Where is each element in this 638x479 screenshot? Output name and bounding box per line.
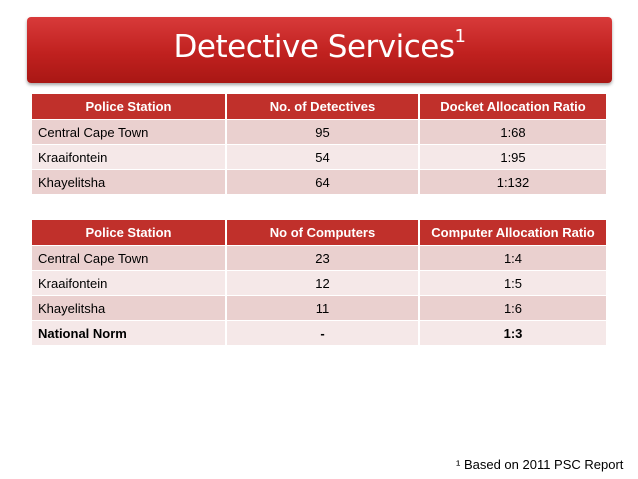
table-row: Kraaifontein 54 1:95 (32, 144, 606, 170)
title-superscript: 1 (454, 25, 466, 47)
station-cell: Khayelitsha (32, 169, 227, 194)
station-cell: Kraaifontein (32, 270, 227, 296)
column-header: Computer Allocation Ratio (419, 220, 606, 246)
page-title: Detective Services1 (27, 25, 612, 65)
ratio-cell: 1:132 (419, 169, 606, 194)
computers-table: Police Station No of Computers Computer … (32, 220, 606, 345)
detectives-cell: 54 (226, 144, 420, 170)
national-norm-row: National Norm - 1:3 (32, 320, 606, 345)
table-row: Central Cape Town 23 1:4 (32, 245, 606, 271)
ratio-cell: 1:3 (419, 320, 606, 345)
column-header: No. of Detectives (226, 94, 420, 120)
table-row: Khayelitsha 11 1:6 (32, 295, 606, 321)
station-cell: Kraaifontein (32, 144, 227, 170)
table-header-row: Police Station No. of Detectives Docket … (32, 94, 606, 120)
footnote: ¹ Based on 2011 PSC Report (456, 457, 624, 472)
computers-cell: 11 (226, 295, 420, 321)
table-row: Central Cape Town 95 1:68 (32, 119, 606, 145)
station-cell: Khayelitsha (32, 295, 227, 321)
table-row: Khayelitsha 64 1:132 (32, 169, 606, 194)
column-header: Police Station (32, 94, 227, 120)
detectives-cell: 95 (226, 119, 420, 145)
title-banner: Detective Services1 (27, 17, 612, 83)
ratio-cell: 1:95 (419, 144, 606, 170)
detectives-table: Police Station No. of Detectives Docket … (32, 94, 606, 194)
column-header: Docket Allocation Ratio (419, 94, 606, 120)
ratio-cell: 1:6 (419, 295, 606, 321)
title-text: Detective Services (173, 29, 455, 65)
computers-cell: 12 (226, 270, 420, 296)
column-header: No of Computers (226, 220, 420, 246)
table-row: Kraaifontein 12 1:5 (32, 270, 606, 296)
column-header: Police Station (32, 220, 227, 246)
ratio-cell: 1:68 (419, 119, 606, 145)
ratio-cell: 1:5 (419, 270, 606, 296)
table-header-row: Police Station No of Computers Computer … (32, 220, 606, 246)
detectives-cell: 64 (226, 169, 420, 194)
station-cell: National Norm (32, 320, 227, 345)
computers-cell: 23 (226, 245, 420, 271)
station-cell: Central Cape Town (32, 245, 227, 271)
computers-cell: - (226, 320, 420, 345)
ratio-cell: 1:4 (419, 245, 606, 271)
station-cell: Central Cape Town (32, 119, 227, 145)
